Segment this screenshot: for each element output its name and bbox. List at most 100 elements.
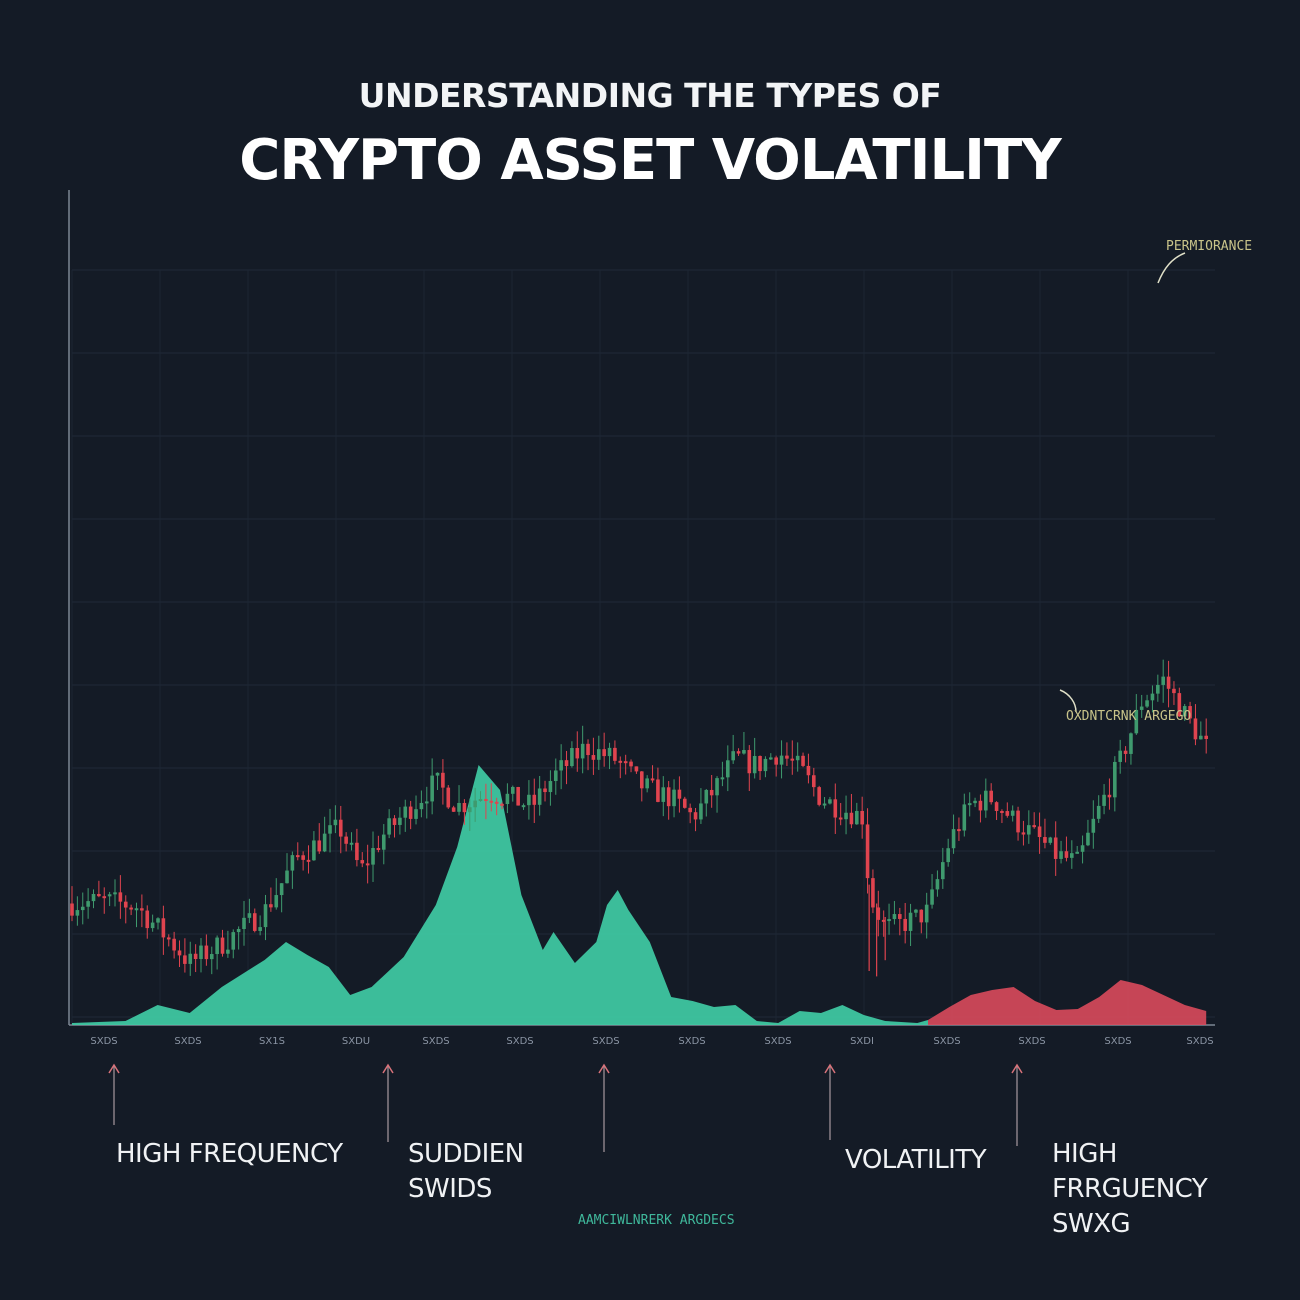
candle-body (1005, 811, 1010, 816)
candle-body (1150, 693, 1155, 701)
candle-down (494, 797, 499, 816)
candle-body (596, 749, 601, 760)
candle-body (134, 908, 139, 911)
category-label-high-frequency: HIGH FREQUENCY (116, 1139, 343, 1169)
candle-up (742, 731, 746, 755)
candle-body (494, 801, 499, 804)
candle-down (220, 929, 225, 957)
top-right-annotation: PERMIORANCE (1157, 239, 1252, 284)
candle-body (709, 789, 714, 796)
candle-up (887, 903, 891, 935)
candle-down (145, 905, 150, 939)
candle-down (306, 845, 311, 874)
candle-body (285, 870, 289, 884)
candle-body (828, 799, 832, 804)
candle-up (424, 786, 429, 819)
candle-body (355, 842, 359, 861)
candle-down (898, 907, 902, 936)
candle-body (430, 775, 434, 802)
x-tick-label: SXDS (592, 1036, 619, 1047)
candle-down (919, 909, 924, 934)
candle-up (387, 809, 391, 839)
candle-up (930, 874, 934, 909)
candle-body (86, 901, 90, 907)
candle-up (80, 892, 85, 925)
candle-up (645, 775, 649, 793)
candle-down (747, 745, 752, 792)
x-tick-label: SXDS (1186, 1036, 1213, 1047)
candle-up (548, 770, 553, 806)
candle-up (1139, 694, 1144, 718)
candle-body (1134, 709, 1139, 734)
up-arrow-head (824, 1063, 836, 1074)
candle-body (930, 889, 934, 905)
candle-body (322, 833, 327, 852)
up-arrow (1011, 1063, 1023, 1146)
candle-up (263, 894, 268, 941)
candle-up (946, 838, 950, 867)
candle-body (699, 803, 703, 820)
candle-up (199, 938, 203, 973)
candle-body (903, 918, 907, 931)
candle-down (666, 781, 671, 820)
candle-body (97, 893, 101, 897)
candle-body (236, 928, 241, 933)
candle-down (806, 753, 811, 784)
candle-body (693, 812, 698, 820)
candle-body (720, 777, 725, 780)
candle-up (779, 740, 784, 779)
candle-up (209, 946, 214, 975)
candle-down (1005, 802, 1010, 818)
candle-down (451, 805, 456, 812)
candle-up (381, 824, 386, 865)
candle-body (269, 904, 273, 908)
x-tick-labels: SXDS SXDS SX1S SXDU SXDS SXDS SXDS SXDS SXDS SXDI… (90, 1036, 1213, 1047)
candle-body (935, 879, 940, 890)
candle-body (177, 950, 182, 956)
candle-up (752, 737, 757, 779)
candle-body (575, 748, 580, 759)
volume-area-teal (72, 765, 928, 1025)
candle-body (521, 805, 526, 808)
candle-down (193, 944, 198, 973)
candle-body (1086, 832, 1090, 846)
candle-down (613, 740, 617, 765)
candle-down (629, 759, 633, 773)
candle-body (774, 757, 778, 765)
candle-up (1150, 685, 1155, 713)
candle-down (811, 767, 816, 797)
candle-body (607, 747, 612, 757)
candle-body (349, 842, 354, 845)
candle-body (1080, 845, 1085, 852)
candle-body (779, 755, 784, 765)
candle-body (978, 800, 983, 811)
candle-body (1070, 853, 1074, 858)
candle-down (484, 783, 488, 820)
candle-body (446, 787, 451, 808)
x-tick-label: SXDS (90, 1036, 117, 1047)
candle-down (639, 771, 644, 802)
candle-down (656, 767, 660, 803)
volume-area-red (928, 980, 1207, 1025)
candle-down (1053, 821, 1058, 876)
up-arrow-head (1011, 1063, 1023, 1074)
candle-down (1188, 701, 1192, 724)
candle-body (591, 755, 596, 760)
candle-up (134, 902, 139, 928)
candle-up (349, 832, 354, 851)
candle-body (532, 794, 537, 805)
candle-down (881, 910, 886, 937)
candle-up (188, 941, 193, 976)
category-label-sudden-swings: SUDDIEN SWIDS (408, 1139, 524, 1204)
candle-up (828, 796, 832, 805)
candle-body (629, 761, 633, 767)
candle-up (333, 805, 338, 834)
candle-body (817, 787, 821, 805)
candle-body (677, 789, 682, 799)
candle-down (693, 807, 698, 832)
candle-body (398, 817, 402, 825)
candle-body (989, 790, 993, 803)
candle-body (338, 819, 343, 837)
candle-up (1075, 846, 1079, 854)
